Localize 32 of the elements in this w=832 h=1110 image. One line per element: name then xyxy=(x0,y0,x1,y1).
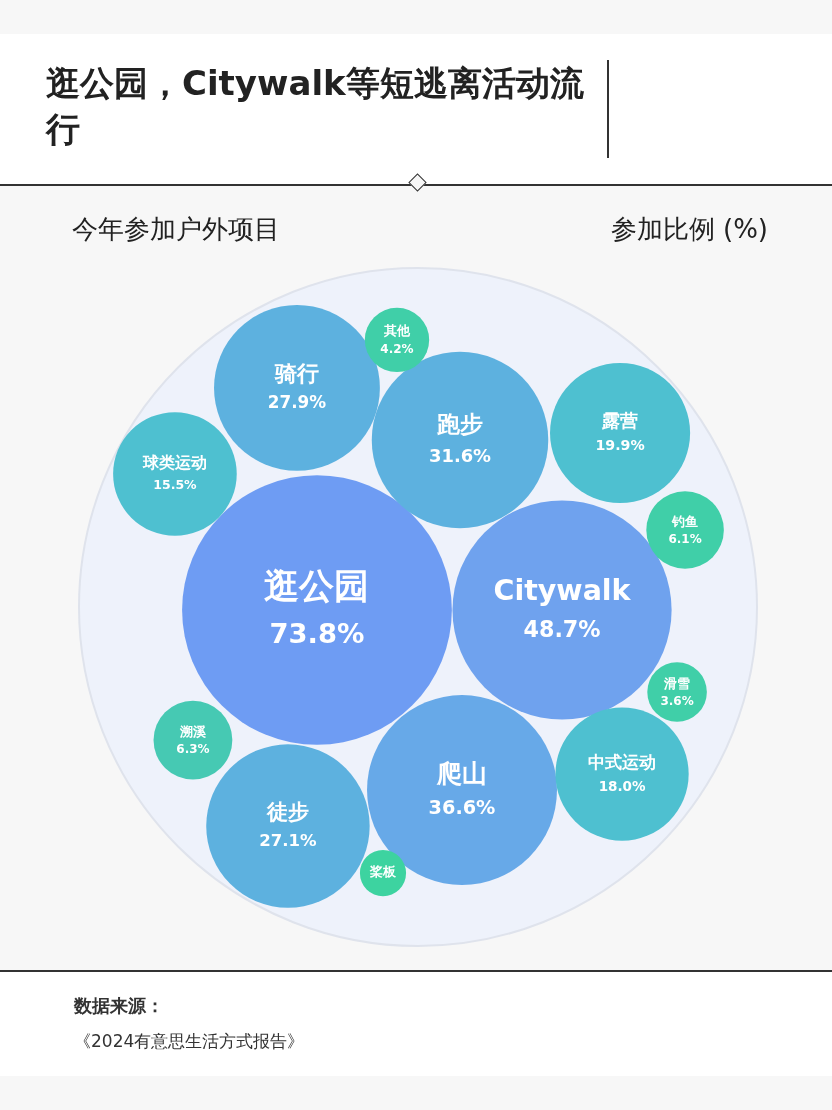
data-label: 6.3% xyxy=(176,741,210,756)
data-label: 3.6% xyxy=(660,693,694,708)
text: 今年参加户外项目 xyxy=(72,213,280,246)
category-label: 爬山 xyxy=(436,758,488,788)
category-label: 逛公园 xyxy=(264,565,370,607)
text: 逛公园，Citywalk等短逃离活动流行 xyxy=(46,62,585,151)
data-label: 18.0% xyxy=(598,777,646,794)
category-label: 露营 xyxy=(601,409,639,431)
category-label: 中式运动 xyxy=(588,752,657,773)
data-label: 31.6% xyxy=(429,444,492,466)
data-label: 4.2% xyxy=(380,341,414,356)
category-label: 滑雪 xyxy=(663,675,691,691)
category-label: Citywalk xyxy=(493,574,632,608)
category-label: 徒步 xyxy=(265,798,309,824)
data-label: 27.9% xyxy=(267,392,327,413)
category-label: 跑步 xyxy=(436,411,484,438)
category-label: 钓鱼 xyxy=(671,513,699,529)
data-label: 6.1% xyxy=(668,531,702,546)
category-label: 桨板 xyxy=(368,864,397,880)
text: 《2024有意思生活方式报告》 xyxy=(74,1030,305,1053)
data-label: 36.6% xyxy=(428,795,496,819)
data-label: 73.8% xyxy=(269,618,365,650)
category-label: 骑行 xyxy=(273,360,319,386)
category-label: 球类运动 xyxy=(141,453,207,473)
data-label: 15.5% xyxy=(153,477,198,493)
data-label: 19.9% xyxy=(595,437,645,454)
category-label: 溯溪 xyxy=(178,723,207,739)
data-label: 27.1% xyxy=(259,831,318,851)
source-note: 数据来源： xyxy=(74,994,164,1018)
category-label: 其他 xyxy=(382,323,411,339)
data-label: 48.7% xyxy=(523,616,601,643)
text: 参加比例 (%) xyxy=(610,213,768,246)
